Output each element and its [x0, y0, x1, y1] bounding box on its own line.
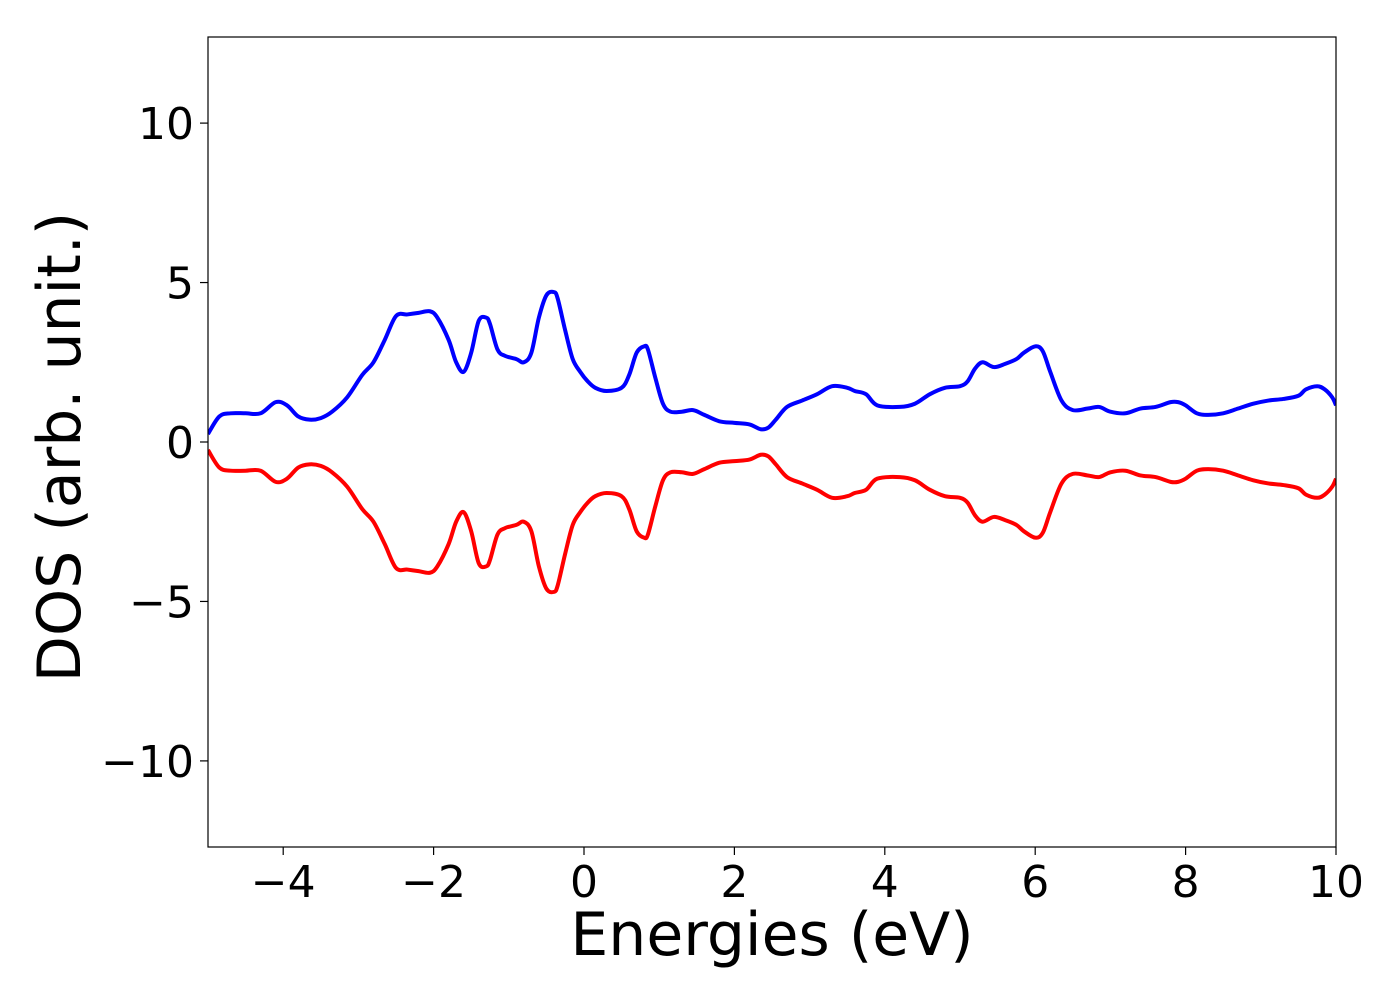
series-line-spin-up: [208, 289, 1336, 436]
x-tick-label: 4: [871, 857, 899, 908]
y-tick-label: 0: [166, 418, 194, 469]
x-tick-label: 2: [720, 857, 748, 908]
x-tick-label: 10: [1308, 857, 1364, 908]
x-tick-label: 8: [1172, 857, 1200, 908]
y-tick-label: 10: [138, 99, 194, 150]
x-tick-label: 6: [1021, 857, 1049, 908]
y-tick-label: −5: [129, 577, 194, 628]
x-tick-label: 0: [570, 857, 598, 908]
y-axis-ticks: −10 −5 0 5 10: [101, 99, 208, 788]
x-axis-ticks: −4 −2 0 2 4 6 8 10: [251, 847, 1364, 908]
series-layer: [208, 289, 1336, 595]
x-axis-label: Energies (eV): [570, 900, 973, 970]
y-tick-label: −10: [101, 737, 194, 788]
x-tick-label: −2: [401, 857, 466, 908]
series-line-spin-down: [208, 448, 1336, 595]
x-tick-label: −4: [251, 857, 316, 908]
y-axis-label: DOS (arb. unit.): [25, 212, 95, 682]
y-tick-label: 5: [166, 259, 194, 310]
